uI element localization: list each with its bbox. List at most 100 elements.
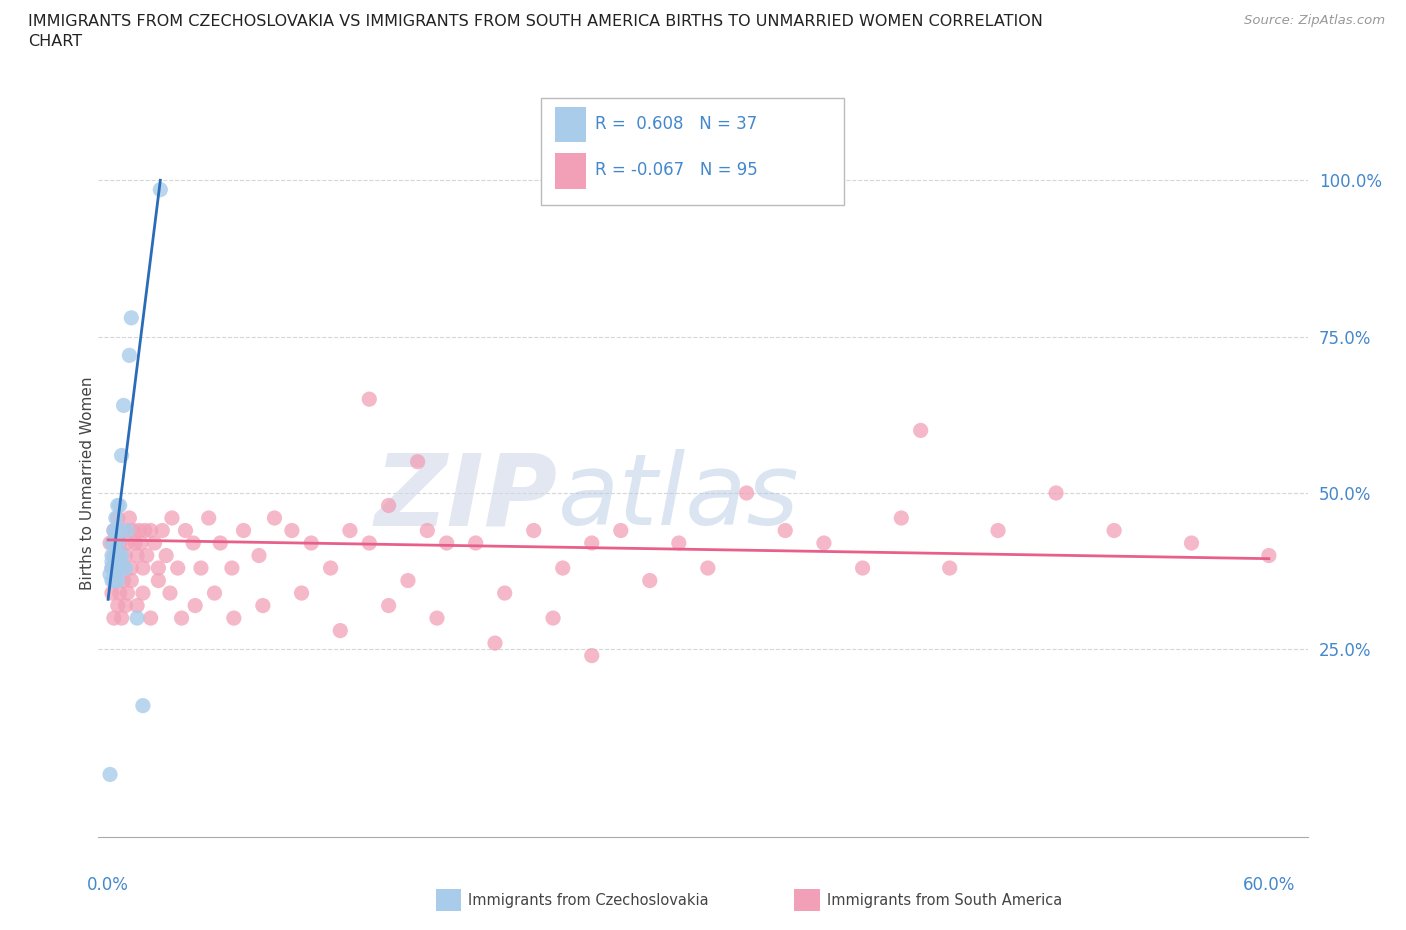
Point: [148, 561, 170, 576]
Point: [112, 523, 135, 538]
Point: [281, 523, 304, 538]
Point: [111, 611, 134, 626]
Point: [359, 536, 381, 551]
Point: [247, 548, 270, 563]
Point: [127, 548, 149, 563]
Point: [696, 561, 718, 576]
Text: Immigrants from South America: Immigrants from South America: [827, 893, 1062, 908]
Point: [103, 523, 125, 538]
Point: [114, 598, 136, 613]
Text: ZIP: ZIP: [375, 449, 558, 546]
Point: [117, 536, 139, 551]
Point: [329, 623, 352, 638]
Point: [132, 586, 155, 601]
Point: [111, 548, 134, 563]
Point: [107, 536, 129, 551]
Point: [494, 586, 516, 601]
Point: [104, 523, 127, 538]
Y-axis label: Births to Unmarried Women: Births to Unmarried Women: [80, 377, 94, 591]
Point: [103, 523, 125, 538]
Point: [406, 454, 429, 469]
Point: [464, 536, 486, 551]
Point: [101, 554, 124, 569]
Point: [221, 561, 243, 576]
Point: [134, 523, 156, 538]
Point: [127, 598, 149, 613]
Point: [581, 648, 603, 663]
Point: [107, 573, 129, 588]
Point: [103, 548, 125, 563]
Point: [98, 536, 121, 551]
Point: [160, 511, 183, 525]
Point: [103, 573, 125, 588]
Point: [124, 536, 146, 551]
Point: [299, 536, 322, 551]
Text: atlas: atlas: [558, 449, 800, 546]
Point: [184, 598, 207, 613]
Point: [377, 598, 399, 613]
Point: [112, 573, 135, 588]
Point: [101, 548, 124, 563]
Point: [103, 536, 125, 551]
Point: [377, 498, 399, 513]
Point: [103, 561, 125, 576]
Point: [813, 536, 835, 551]
Point: [117, 586, 139, 601]
Point: [120, 311, 142, 325]
Point: [98, 567, 121, 582]
Point: [938, 561, 960, 576]
Point: [181, 536, 204, 551]
Point: [222, 611, 245, 626]
Point: [108, 586, 131, 601]
Point: [252, 598, 274, 613]
Point: [108, 498, 131, 513]
Point: [319, 561, 342, 576]
Point: [852, 561, 875, 576]
Point: [101, 586, 124, 601]
Point: [290, 586, 312, 601]
Point: [890, 511, 912, 525]
Point: [120, 561, 142, 576]
Point: [108, 561, 131, 576]
Point: [103, 611, 125, 626]
Point: [668, 536, 690, 551]
Point: [108, 548, 131, 563]
Point: [112, 398, 135, 413]
Point: [359, 392, 381, 406]
Point: [107, 598, 129, 613]
Point: [118, 348, 141, 363]
Point: [111, 561, 134, 576]
Point: [551, 561, 574, 576]
Point: [209, 536, 232, 551]
Point: [135, 548, 157, 563]
Point: [166, 561, 188, 576]
Point: [128, 523, 150, 538]
Point: [170, 611, 193, 626]
Point: [108, 536, 131, 551]
Point: [436, 536, 458, 551]
Point: [155, 548, 177, 563]
Point: [143, 536, 166, 551]
Point: [1257, 548, 1279, 563]
Point: [204, 586, 226, 601]
Text: Source: ZipAtlas.com: Source: ZipAtlas.com: [1244, 14, 1385, 27]
Point: [149, 182, 172, 197]
Point: [190, 561, 212, 576]
Point: [104, 573, 127, 588]
Point: [339, 523, 361, 538]
Point: [426, 611, 449, 626]
Point: [197, 511, 219, 525]
Point: [122, 523, 145, 538]
Point: [1180, 536, 1202, 551]
Point: [112, 561, 135, 576]
Point: [108, 523, 131, 538]
Point: [484, 636, 506, 651]
Point: [773, 523, 796, 538]
Point: [104, 548, 127, 563]
Point: [132, 561, 155, 576]
Point: [541, 611, 564, 626]
Text: R = -0.067   N = 95: R = -0.067 N = 95: [595, 161, 758, 179]
Point: [159, 586, 181, 601]
Point: [910, 423, 932, 438]
Point: [101, 561, 124, 576]
